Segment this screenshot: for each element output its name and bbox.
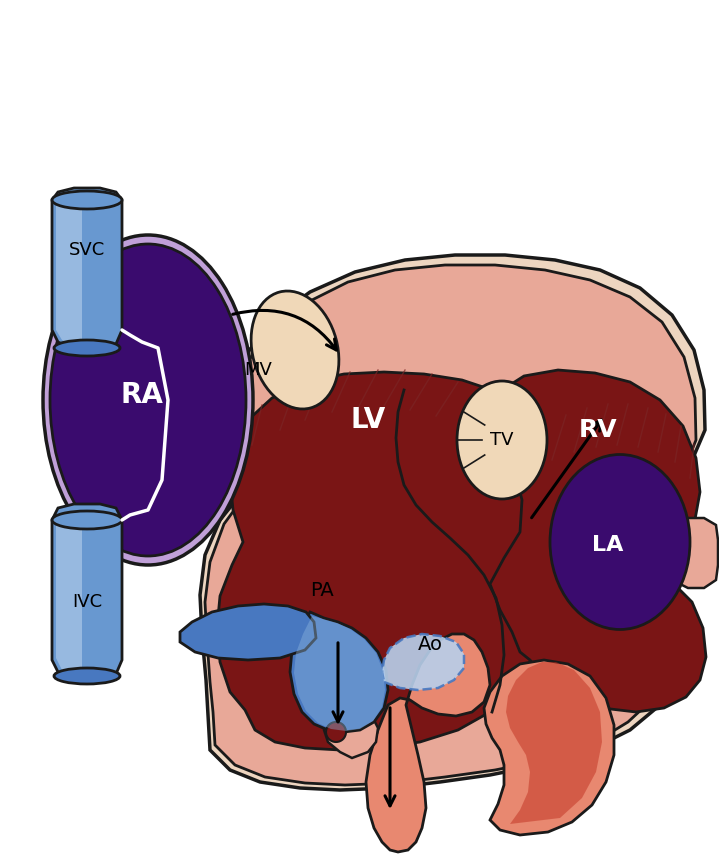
Polygon shape [324,706,378,758]
Circle shape [326,722,346,742]
Polygon shape [56,525,82,676]
Polygon shape [52,188,122,352]
Polygon shape [180,604,316,660]
Polygon shape [294,616,385,731]
Text: PA: PA [310,580,334,599]
Polygon shape [200,255,705,790]
Text: SVC: SVC [69,241,105,259]
Text: RA: RA [121,381,163,409]
Text: MV: MV [244,361,272,379]
Ellipse shape [54,340,120,356]
Text: RV: RV [579,418,618,442]
Polygon shape [56,205,82,346]
Ellipse shape [50,244,246,556]
Polygon shape [366,634,490,852]
Polygon shape [382,634,464,690]
Ellipse shape [550,454,690,630]
Polygon shape [484,660,614,835]
Polygon shape [660,518,718,588]
Ellipse shape [43,235,253,565]
Polygon shape [506,662,602,824]
Polygon shape [205,265,696,785]
Text: LV: LV [350,406,385,434]
Ellipse shape [54,668,120,684]
Ellipse shape [251,291,339,409]
Polygon shape [52,504,122,682]
Text: IVC: IVC [72,593,102,611]
Text: LA: LA [592,535,623,555]
Polygon shape [490,370,706,712]
Ellipse shape [457,381,547,499]
Text: Ao: Ao [418,636,442,654]
Polygon shape [290,612,388,732]
Text: TV: TV [490,431,514,449]
Ellipse shape [52,191,122,209]
Ellipse shape [52,511,122,529]
Polygon shape [217,372,566,750]
